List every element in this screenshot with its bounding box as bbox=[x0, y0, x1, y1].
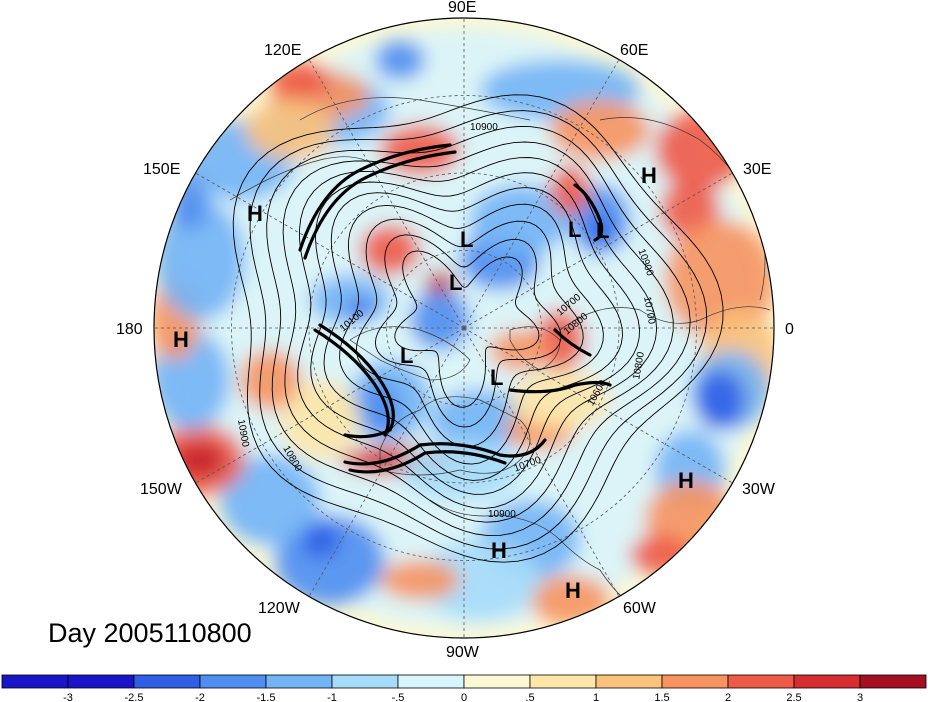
contour-label: 10900 bbox=[235, 419, 251, 449]
colorbar-tick-label: 0 bbox=[461, 692, 467, 702]
jet-stream-contours bbox=[298, 143, 612, 474]
colorbar: -3 -2.5 -2 -1.5 -1 -.5 0 .5 1 1.5 2 2.5 3 bbox=[1, 674, 927, 702]
anomaly-patch bbox=[345, 300, 375, 316]
low-marker: L bbox=[568, 217, 581, 242]
anomaly-patch bbox=[155, 200, 245, 320]
polar-map: 90E 60E 30E 0 30W 60W 90W 120W 150W 180 … bbox=[116, 0, 794, 661]
colorbar-swatch bbox=[595, 674, 663, 689]
longitude-labels: 90E 60E 30E 0 30W 60W 90W 120W 150W 180 … bbox=[116, 0, 794, 661]
colorbar-swatch bbox=[727, 674, 795, 689]
colorbar-swatch bbox=[397, 674, 465, 689]
colorbar-swatch bbox=[859, 674, 927, 689]
low-marker: L bbox=[449, 270, 462, 295]
colorbar-tick-label: -2.5 bbox=[125, 692, 144, 702]
anomaly-patch bbox=[280, 380, 360, 460]
colorbar-swatch bbox=[463, 674, 531, 689]
date-title: Day 2005110800 bbox=[48, 618, 252, 648]
lon-label-120w: 120W bbox=[258, 600, 301, 617]
colorbar-swatch bbox=[199, 674, 267, 689]
colorbar-swatch bbox=[661, 674, 729, 689]
colorbar-tick-label: 2.5 bbox=[786, 692, 801, 702]
lon-label-60w: 60W bbox=[623, 600, 657, 617]
anomaly-patch bbox=[695, 370, 745, 430]
colorbar-tick-label: .5 bbox=[525, 692, 534, 702]
lon-label-30e: 30E bbox=[743, 161, 771, 178]
high-marker: H bbox=[173, 327, 189, 352]
pressure-center-markers: H H H H H H L L L L L L bbox=[173, 163, 694, 603]
lon-label-180: 180 bbox=[116, 321, 143, 338]
colorbar-tick-label: 3 bbox=[857, 692, 863, 702]
anomaly-patch bbox=[510, 370, 610, 430]
lon-label-90w: 90W bbox=[446, 644, 480, 661]
low-marker: L bbox=[460, 227, 473, 252]
anomaly-patch bbox=[550, 165, 590, 215]
anomaly-patch bbox=[470, 185, 570, 255]
anomaly-patch bbox=[380, 560, 460, 600]
contour-label: 10800 bbox=[631, 351, 647, 381]
anomaly-patch bbox=[360, 225, 420, 275]
high-marker: H bbox=[641, 163, 657, 188]
anomaly-patch bbox=[410, 290, 470, 350]
lon-label-90e: 90E bbox=[448, 0, 476, 16]
high-marker: H bbox=[678, 468, 694, 493]
anomaly-patch bbox=[240, 350, 300, 410]
high-marker: H bbox=[247, 201, 263, 226]
lon-label-60e: 60E bbox=[620, 42, 648, 59]
anomaly-patch bbox=[175, 442, 225, 478]
lon-label-150w: 150W bbox=[140, 481, 183, 498]
colorbar-swatch bbox=[265, 674, 333, 689]
high-marker: H bbox=[565, 578, 581, 603]
globe-border bbox=[153, 17, 775, 639]
colorbar-tick-label: -2 bbox=[195, 692, 205, 702]
colorbar-swatch bbox=[133, 674, 201, 689]
low-marker: L bbox=[490, 365, 503, 390]
colorbar-swatch bbox=[67, 674, 135, 689]
colorbar-tick-label: -1.5 bbox=[257, 692, 276, 702]
height-contours bbox=[232, 94, 724, 563]
lon-label-0: 0 bbox=[785, 321, 794, 338]
contour-label: 10900 bbox=[488, 509, 516, 520]
contour-label: 10700 bbox=[641, 296, 657, 326]
lon-label-120e: 120E bbox=[264, 42, 301, 59]
colorbar-swatch bbox=[529, 674, 597, 689]
low-marker: L bbox=[596, 218, 609, 243]
lon-label-150e: 150E bbox=[143, 161, 180, 178]
anomaly-patch bbox=[550, 100, 650, 160]
colorbar-tick-label: 1.5 bbox=[654, 692, 669, 702]
colorbar-tick-label: 1 bbox=[593, 692, 599, 702]
high-marker: H bbox=[491, 538, 507, 563]
low-marker: L bbox=[400, 343, 413, 368]
anomaly-patch bbox=[300, 522, 340, 558]
colorbar-tick-label: -.5 bbox=[392, 692, 405, 702]
anomaly-patch bbox=[630, 535, 690, 575]
anomaly-patch bbox=[220, 455, 320, 545]
colorbar-swatch bbox=[1, 674, 69, 689]
anomaly-patch bbox=[375, 40, 425, 80]
colorbar-swatch bbox=[331, 674, 399, 689]
colorbar-swatch bbox=[793, 674, 861, 689]
colorbar-tick-label: -1 bbox=[327, 692, 337, 702]
lon-label-30w: 30W bbox=[742, 481, 776, 498]
colorbar-tick-label: 2 bbox=[725, 692, 731, 702]
anomaly-patch bbox=[665, 220, 774, 340]
graticule bbox=[154, 18, 774, 638]
anomaly-patch bbox=[655, 110, 745, 190]
colorbar-tick-label: -3 bbox=[63, 692, 73, 702]
contour-label: 10900 bbox=[470, 122, 498, 133]
